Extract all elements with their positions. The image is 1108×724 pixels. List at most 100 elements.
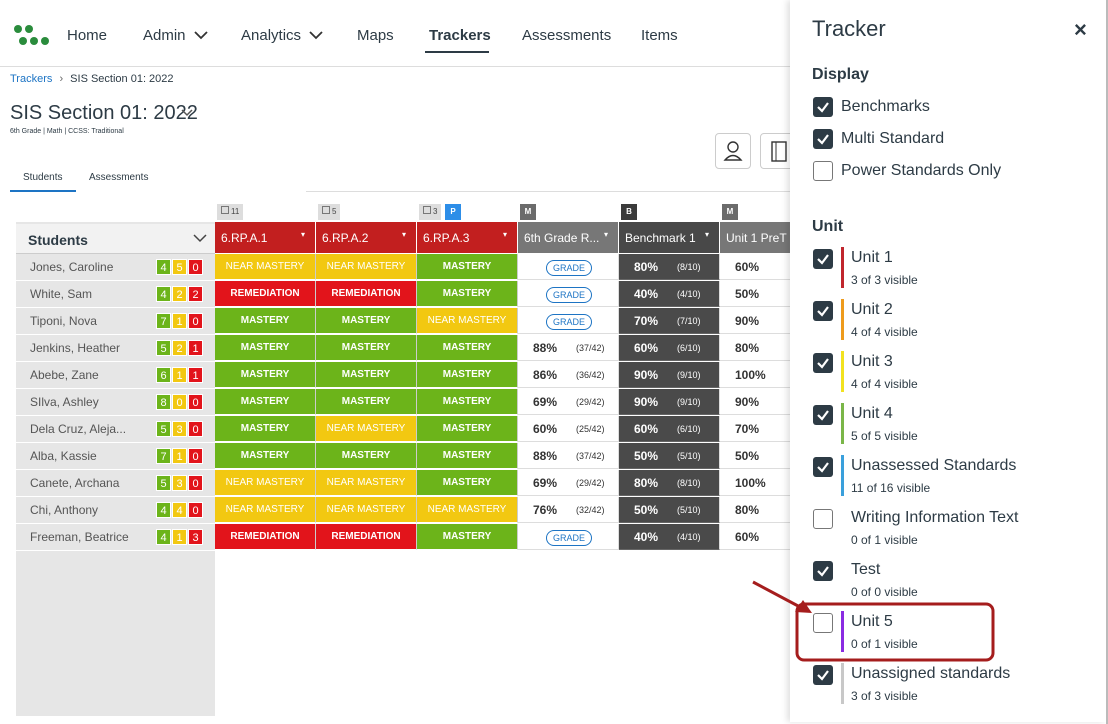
display-option-label[interactable]: Multi Standard xyxy=(841,130,945,147)
column-header[interactable]: 6.RP.A.1 ▾ xyxy=(215,222,316,253)
status-cell[interactable]: NEAR MASTERY xyxy=(316,254,417,280)
score-cell[interactable] xyxy=(720,281,790,307)
checkbox[interactable] xyxy=(813,161,833,181)
score-cell[interactable] xyxy=(720,362,790,388)
score-cell[interactable] xyxy=(720,470,790,496)
status-cell[interactable]: MASTERY xyxy=(215,308,316,334)
logo[interactable] xyxy=(12,23,50,49)
status-cell[interactable]: MASTERY xyxy=(215,416,316,442)
notebook-button[interactable] xyxy=(760,133,790,169)
section-title[interactable]: SIS Section 01: 2022 xyxy=(10,102,198,124)
student-view-button[interactable] xyxy=(715,133,751,169)
checkbox[interactable] xyxy=(813,613,833,633)
score-cell[interactable] xyxy=(619,362,720,388)
score-cell[interactable] xyxy=(720,524,790,550)
score-cell[interactable] xyxy=(518,470,619,496)
nav-item[interactable]: Items xyxy=(641,27,678,44)
grade-button[interactable]: GRADE xyxy=(546,287,592,303)
checkbox[interactable] xyxy=(813,457,833,477)
unit-label[interactable]: Unit 5 xyxy=(851,613,893,630)
score-cell[interactable] xyxy=(619,281,720,307)
status-cell[interactable]: MASTERY xyxy=(417,254,518,280)
unit-label[interactable]: Writing Information Text xyxy=(851,509,1019,526)
status-cell[interactable]: MASTERY xyxy=(417,470,518,496)
status-cell[interactable]: MASTERY xyxy=(316,308,417,334)
student-name[interactable]: White, Sam xyxy=(30,287,93,301)
score-cell[interactable] xyxy=(619,308,720,334)
score-cell[interactable] xyxy=(619,335,720,361)
nav-item[interactable]: Assessments xyxy=(522,27,612,44)
score-cell[interactable] xyxy=(518,416,619,442)
score-cell[interactable] xyxy=(720,497,790,523)
score-cell[interactable] xyxy=(518,362,619,388)
status-cell[interactable]: MASTERY xyxy=(316,443,417,469)
status-cell[interactable]: REMEDIATION xyxy=(215,281,316,307)
students-header[interactable]: Students xyxy=(16,224,215,254)
checkbox[interactable] xyxy=(813,249,833,269)
status-cell[interactable]: REMEDIATION xyxy=(316,281,417,307)
score-cell[interactable] xyxy=(720,443,790,469)
status-cell[interactable]: MASTERY xyxy=(215,389,316,415)
score-cell[interactable] xyxy=(720,389,790,415)
status-cell[interactable]: MASTERY xyxy=(215,335,316,361)
nav-item[interactable]: Home xyxy=(67,27,108,44)
breadcrumb-link[interactable]: Trackers xyxy=(10,73,53,85)
score-cell[interactable] xyxy=(619,443,720,469)
status-cell[interactable]: REMEDIATION xyxy=(215,524,316,550)
status-cell[interactable]: MASTERY xyxy=(316,362,417,388)
checkbox[interactable] xyxy=(813,97,833,117)
unit-label[interactable]: Unassigned standards xyxy=(851,665,1011,682)
unit-label[interactable]: Test xyxy=(851,561,881,578)
score-cell[interactable] xyxy=(619,497,720,523)
status-cell[interactable]: NEAR MASTERY xyxy=(417,497,518,523)
student-name[interactable]: Canete, Archana xyxy=(30,476,120,490)
status-cell[interactable]: NEAR MASTERY xyxy=(316,416,417,442)
display-option-label[interactable]: Benchmarks xyxy=(841,98,930,115)
grade-button[interactable]: GRADE xyxy=(546,530,592,546)
score-cell[interactable] xyxy=(518,389,619,415)
unit-label[interactable]: Unit 3 xyxy=(851,353,893,370)
score-cell[interactable] xyxy=(619,254,720,280)
status-cell[interactable]: MASTERY xyxy=(417,443,518,469)
score-cell[interactable] xyxy=(518,335,619,361)
student-name[interactable]: Freeman, Beatrice xyxy=(30,530,129,544)
tab[interactable]: Students xyxy=(23,172,63,183)
checkbox[interactable] xyxy=(813,405,833,425)
student-name[interactable]: Alba, Kassie xyxy=(30,449,97,463)
nav-item[interactable]: Trackers xyxy=(429,27,491,44)
student-name[interactable]: SIlva, Ashley xyxy=(30,395,99,409)
score-cell[interactable] xyxy=(619,389,720,415)
score-cell[interactable] xyxy=(720,254,790,280)
column-header[interactable]: 6.RP.A.3 ▾ xyxy=(417,222,518,253)
status-cell[interactable]: MASTERY xyxy=(316,335,417,361)
nav-item[interactable]: Maps xyxy=(357,27,394,44)
student-name[interactable]: Chi, Anthony xyxy=(30,503,99,517)
column-header[interactable]: Benchmark 1 ▾ xyxy=(619,222,720,253)
display-option-label[interactable]: Power Standards Only xyxy=(841,162,1002,179)
nav-item[interactable]: Analytics xyxy=(241,27,325,44)
status-cell[interactable]: NEAR MASTERY xyxy=(316,497,417,523)
status-cell[interactable]: MASTERY xyxy=(417,416,518,442)
title-chevron[interactable] xyxy=(180,108,194,118)
column-header[interactable]: 6.RP.A.2 ▾ xyxy=(316,222,417,253)
column-header[interactable]: Unit 1 PreT▾ xyxy=(720,222,790,253)
status-cell[interactable]: NEAR MASTERY xyxy=(215,470,316,496)
close-button[interactable]: × xyxy=(1074,17,1087,42)
score-cell[interactable] xyxy=(720,416,790,442)
status-cell[interactable]: MASTERY xyxy=(417,362,518,388)
score-cell[interactable] xyxy=(720,335,790,361)
unit-label[interactable]: Unit 2 xyxy=(851,301,893,318)
score-cell[interactable] xyxy=(518,443,619,469)
score-cell[interactable] xyxy=(619,416,720,442)
student-name[interactable]: Abebe, Zane xyxy=(30,368,99,382)
grade-button[interactable]: GRADE xyxy=(546,260,592,276)
score-cell[interactable] xyxy=(619,524,720,550)
checkbox[interactable] xyxy=(813,665,833,685)
checkbox[interactable] xyxy=(813,129,833,149)
checkbox[interactable] xyxy=(813,509,833,529)
status-cell[interactable]: MASTERY xyxy=(417,389,518,415)
status-cell[interactable]: MASTERY xyxy=(417,281,518,307)
checkbox[interactable] xyxy=(813,561,833,581)
status-cell[interactable]: NEAR MASTERY xyxy=(417,308,518,334)
status-cell[interactable]: NEAR MASTERY xyxy=(215,497,316,523)
